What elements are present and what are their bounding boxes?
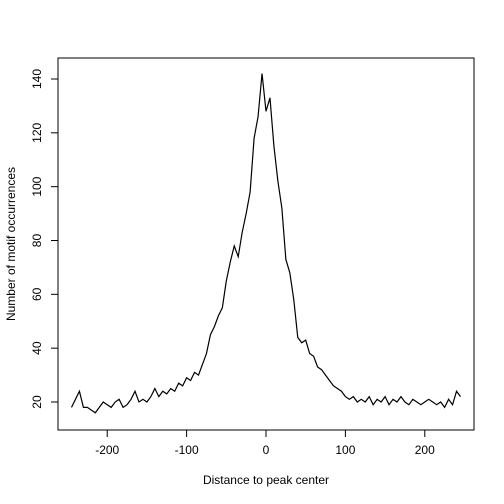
plot-frame xyxy=(57,57,475,431)
x-tick-label: -200 xyxy=(95,443,119,457)
x-tick-label: 0 xyxy=(263,443,270,457)
y-tick-label: 20 xyxy=(30,395,44,409)
data-line xyxy=(70,73,461,414)
x-axis-label: Distance to peak center xyxy=(203,473,329,487)
y-tick-label: 40 xyxy=(30,341,44,355)
y-axis-label: Number of motif occurrences xyxy=(4,167,18,321)
y-tick-label: 140 xyxy=(30,69,44,89)
x-tick-label: -100 xyxy=(175,443,199,457)
y-tick-label: 100 xyxy=(30,176,44,196)
y-tick-label: 80 xyxy=(30,234,44,248)
y-tick-label: 120 xyxy=(30,122,44,142)
x-tick-label: 200 xyxy=(415,443,435,457)
x-tick-label: 100 xyxy=(335,443,355,457)
y-tick-label: 60 xyxy=(30,287,44,301)
